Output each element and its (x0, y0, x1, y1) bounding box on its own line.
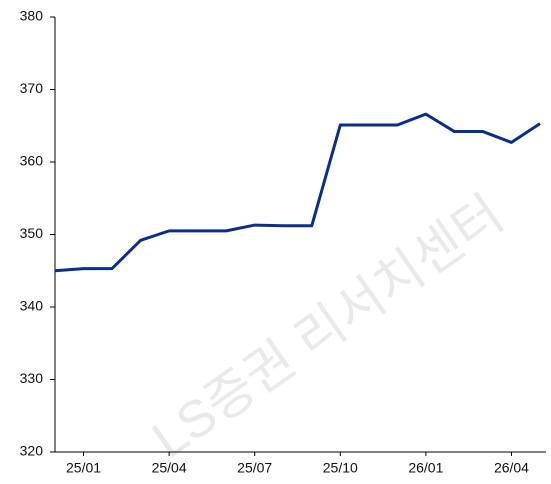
x-tick-label: 25/10 (323, 460, 358, 476)
watermark: LS증권 리서치센터 (142, 185, 514, 469)
y-tick-label: 360 (20, 153, 44, 169)
y-tick-label: 350 (20, 225, 44, 241)
x-tick-label: 25/01 (66, 460, 101, 476)
y-tick-label: 380 (20, 8, 44, 24)
data-line (54, 112, 541, 273)
x-tick-label: 26/01 (408, 460, 443, 476)
y-tick-label: 340 (20, 298, 44, 314)
y-tick-label: 370 (20, 80, 44, 96)
x-tick-label: 25/04 (152, 460, 187, 476)
y-tick-label: 320 (20, 443, 44, 459)
x-tick-label: 25/07 (237, 460, 272, 476)
x-tick-label: 26/04 (494, 460, 529, 476)
y-tick-label: 330 (20, 370, 44, 386)
